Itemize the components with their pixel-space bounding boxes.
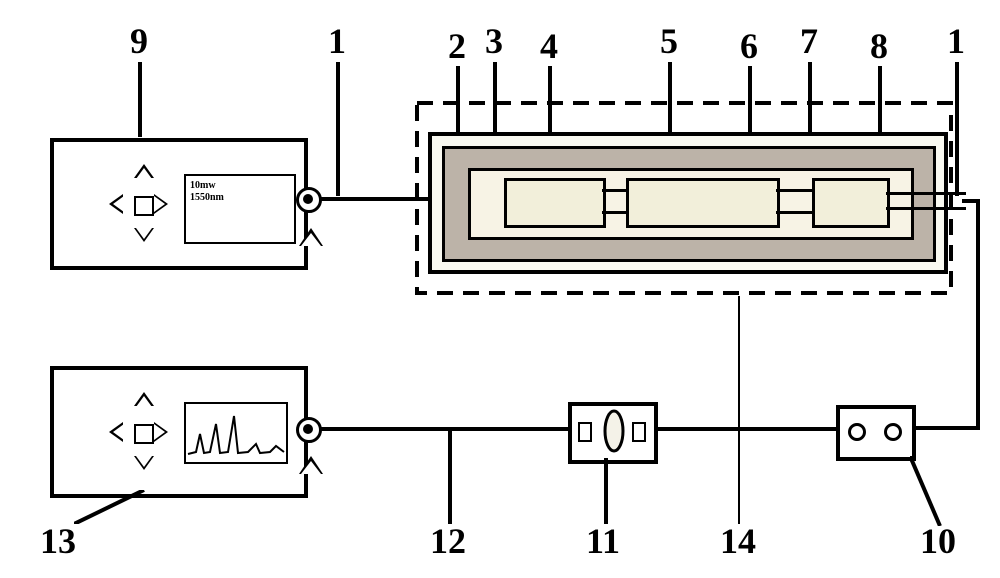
label-12: 12 [430,520,466,562]
spectrum-trace [186,404,286,462]
dpad-left-inner [113,196,124,212]
label-3: 3 [485,20,503,62]
c11-port-left [578,422,592,442]
dpad2-left-inner [113,424,124,440]
element-7 [812,178,890,228]
label-6: 6 [740,25,758,67]
lead-11 [604,458,608,524]
lead-1b [955,62,959,196]
lead-12 [448,430,452,524]
component-11 [568,402,658,464]
dpad2-down-inner [136,456,152,467]
label-13: 13 [40,520,76,562]
dpad-down-inner [136,228,152,239]
inner-line-45b [602,211,626,214]
label-1b: 1 [947,20,965,62]
analyzer-extra-tri-inner [301,461,321,474]
c10-port-left [848,423,866,441]
label-2: 2 [448,25,466,67]
label-1a: 1 [328,20,346,62]
inner-line-67a [776,189,812,192]
analyzer-screen [184,402,288,464]
label-4: 4 [540,25,558,67]
instrument-source: 10mw 1550nm [50,138,308,270]
lead-9 [138,62,142,137]
fiber-to-10 [908,426,980,430]
element-6 [626,178,780,228]
label-10: 10 [920,520,956,562]
lead-13 [74,490,154,524]
dpad-right-inner [154,196,165,212]
label-8: 8 [870,25,888,67]
inner-line-67b [776,211,812,214]
analyzer-port-inner [303,424,313,434]
dpad2-up-inner [136,396,152,407]
source-port-inner [303,194,313,204]
screen-line2: 1550nm [190,192,290,204]
fiber-right-v [976,199,980,429]
instrument-analyzer [50,366,308,498]
fiber-exit-b [886,207,966,210]
label-14: 14 [720,520,756,562]
c10-port-right [884,423,902,441]
dpad2-right-inner [154,424,165,440]
c11-port-right [632,422,646,442]
element-4 [504,178,606,228]
dpad-up-inner [136,168,152,179]
lead-10 [910,456,950,526]
label-11: 11 [586,520,620,562]
screen-line1: 10mw [190,180,290,192]
dpad-center [134,196,154,216]
dpad2-center [134,424,154,444]
fiber-exit-a [886,192,966,195]
label-9: 9 [130,20,148,62]
fiber-12 [321,427,568,431]
source-extra-tri-inner [301,233,321,246]
source-screen: 10mw 1550nm [184,174,296,244]
lead-1a [336,62,340,196]
label-7: 7 [800,20,818,62]
c11-lens [594,408,634,454]
component-10 [836,405,916,461]
inner-line-45a [602,189,626,192]
lead-14 [738,296,778,524]
label-5: 5 [660,20,678,62]
